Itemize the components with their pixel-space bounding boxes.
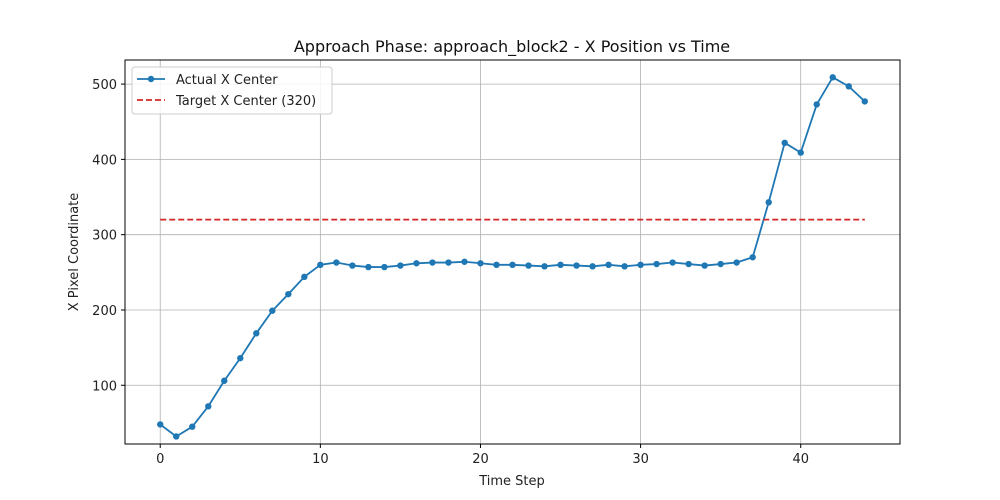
- data-point: [253, 330, 260, 337]
- chart-title: Approach Phase: approach_block2 - X Posi…: [294, 37, 730, 57]
- data-point: [205, 403, 212, 410]
- data-point: [493, 261, 500, 268]
- data-point: [269, 307, 276, 314]
- data-point: [621, 263, 628, 270]
- data-point: [541, 263, 548, 270]
- data-point: [221, 377, 228, 384]
- data-point: [333, 259, 340, 266]
- data-point: [445, 259, 452, 266]
- data-point: [525, 262, 532, 269]
- grid-lines: [125, 60, 900, 444]
- data-point: [509, 261, 516, 268]
- data-point: [429, 259, 436, 266]
- plot-area-frame: [124, 59, 901, 445]
- x-axis-ticks: 0 10 20 30 40: [156, 444, 809, 467]
- data-point: [701, 262, 708, 269]
- y-axis-label: X Pixel Coordinate: [67, 193, 82, 312]
- data-point: [717, 260, 724, 268]
- data-point: [637, 261, 644, 268]
- data-point: [765, 199, 772, 206]
- x-tick-label: 40: [792, 452, 809, 467]
- legend-marker-actual: [147, 75, 155, 83]
- data-point: [653, 260, 660, 268]
- data-point: [573, 262, 580, 269]
- y-tick-label: 200: [92, 304, 117, 319]
- x-tick-label: 0: [156, 452, 164, 467]
- x-tick-label: 30: [632, 452, 649, 467]
- data-point: [669, 259, 676, 266]
- data-point: [349, 262, 356, 269]
- x-tick-label: 20: [472, 452, 489, 467]
- data-point: [797, 149, 804, 156]
- data-point: [733, 259, 740, 266]
- data-point: [189, 423, 196, 430]
- data-point: [301, 273, 308, 281]
- data-point: [413, 260, 420, 267]
- legend-label-actual: Actual X Center: [176, 73, 278, 88]
- y-tick-label: 300: [92, 229, 117, 244]
- data-point: [285, 290, 292, 298]
- x-tick-label: 10: [312, 452, 329, 467]
- data-point: [685, 260, 692, 268]
- data-point: [829, 74, 836, 81]
- data-point: [781, 139, 788, 147]
- data-point: [237, 354, 244, 362]
- data-point: [381, 263, 388, 271]
- data-point: [317, 261, 324, 268]
- legend: Actual X Center Target X Center (320): [131, 66, 333, 115]
- data-point: [477, 260, 484, 267]
- data-point: [749, 254, 756, 261]
- data-point: [861, 98, 868, 105]
- x-axis-label: Time Step: [478, 474, 545, 489]
- data-point: [365, 263, 372, 271]
- y-axis-ticks: 100 200 300 400 500: [92, 78, 125, 394]
- y-tick-label: 400: [92, 153, 117, 168]
- data-point: [461, 258, 468, 265]
- data-point: [605, 261, 612, 268]
- data-point: [589, 263, 596, 270]
- legend-box: [131, 66, 333, 115]
- legend-label-target: Target X Center (320): [175, 94, 316, 109]
- y-tick-label: 100: [92, 379, 117, 394]
- data-point: [397, 262, 404, 269]
- series-line-0: [159, 76, 866, 438]
- series-layer: [157, 74, 868, 440]
- data-point: [845, 83, 852, 90]
- data-point: [157, 421, 164, 428]
- data-point: [173, 433, 180, 440]
- y-tick-label: 500: [92, 78, 117, 93]
- data-point: [557, 261, 564, 268]
- data-point: [813, 101, 820, 108]
